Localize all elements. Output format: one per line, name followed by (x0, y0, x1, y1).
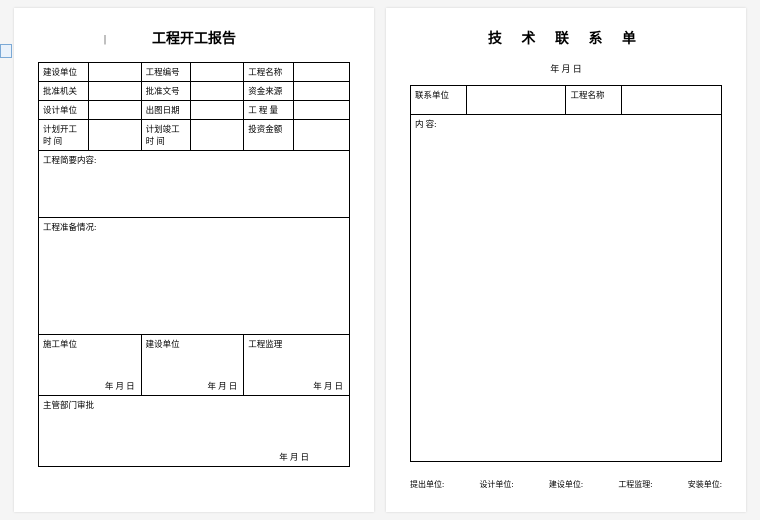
val-contact-unit (466, 86, 566, 115)
label-contact-unit: 联系单位 (411, 86, 467, 115)
val-invest (293, 120, 349, 151)
footer-4: 工程监理: (618, 479, 652, 490)
page2-table: 联系单位 工程名称 内 容: (410, 85, 722, 462)
section-summary: 工程简要内容: (39, 151, 350, 218)
label-fund-src: 资金来源 (244, 82, 294, 101)
section-prep: 工程准备情况: (39, 218, 350, 335)
val-design-unit (88, 101, 141, 120)
sig-construction-label: 施工单位 (43, 339, 77, 349)
page-1: | 工程开工报告 建设单位 工程编号 工程名称 批准机关 批准文号 资金来源 设… (14, 8, 374, 512)
label-p2-proj-name: 工程名称 (566, 86, 622, 115)
sig-build-label: 建设单位 (146, 339, 180, 349)
approval-date: 年 月 日 (279, 451, 309, 463)
approval-label: 主管部门审批 (43, 400, 94, 410)
val-build-unit (88, 63, 141, 82)
val-p2-proj-name (622, 86, 722, 115)
label-proj-name: 工程名称 (244, 63, 294, 82)
val-draw-date (191, 101, 244, 120)
label-draw-date: 出图日期 (141, 101, 191, 120)
label-invest: 投资金额 (244, 120, 294, 151)
doc-icon (0, 44, 12, 58)
label-plan-end: 计划竣工 时 间 (141, 120, 191, 151)
val-proj-no (191, 63, 244, 82)
sig-supervise: 工程监理 年 月 日 (244, 335, 350, 396)
val-fund-src (293, 82, 349, 101)
page2-title: 技 术 联 系 单 (410, 28, 722, 48)
val-approve-no (191, 82, 244, 101)
val-plan-end (191, 120, 244, 151)
label-approve-no: 批准文号 (141, 82, 191, 101)
label-quantity: 工 程 量 (244, 101, 294, 120)
page2-footer: 提出单位: 设计单位: 建设单位: 工程监理: 安装单位: (410, 479, 722, 490)
label-design-unit: 设计单位 (39, 101, 89, 120)
page-marker: | (104, 34, 106, 45)
footer-1: 提出单位: (410, 479, 444, 490)
approval-cell: 主管部门审批 年 月 日 (39, 396, 350, 467)
label-proj-no: 工程编号 (141, 63, 191, 82)
sig-date-1: 年 月 日 (105, 380, 135, 392)
sig-date-3: 年 月 日 (313, 380, 343, 392)
val-approve-org (88, 82, 141, 101)
footer-2: 设计单位: (479, 479, 513, 490)
label-plan-start: 计划开工 时 间 (39, 120, 89, 151)
page1-table: 建设单位 工程编号 工程名称 批准机关 批准文号 资金来源 设计单位 出图日期 … (38, 62, 350, 467)
val-proj-name (293, 63, 349, 82)
content-cell: 内 容: (411, 115, 722, 462)
sig-supervise-label: 工程监理 (248, 339, 282, 349)
label-build-unit: 建设单位 (39, 63, 89, 82)
sig-construction: 施工单位 年 月 日 (39, 335, 142, 396)
sig-build: 建设单位 年 月 日 (141, 335, 244, 396)
footer-3: 建设单位: (549, 479, 583, 490)
footer-5: 安装单位: (688, 479, 722, 490)
page2-date-line: 年 月 日 (410, 62, 722, 75)
page-2: 技 术 联 系 单 年 月 日 联系单位 工程名称 内 容: 提出单位: 设计单… (386, 8, 746, 512)
val-quantity (293, 101, 349, 120)
sig-date-2: 年 月 日 (207, 380, 237, 392)
label-approve-org: 批准机关 (39, 82, 89, 101)
val-plan-start (88, 120, 141, 151)
page1-title: 工程开工报告 (38, 28, 350, 48)
